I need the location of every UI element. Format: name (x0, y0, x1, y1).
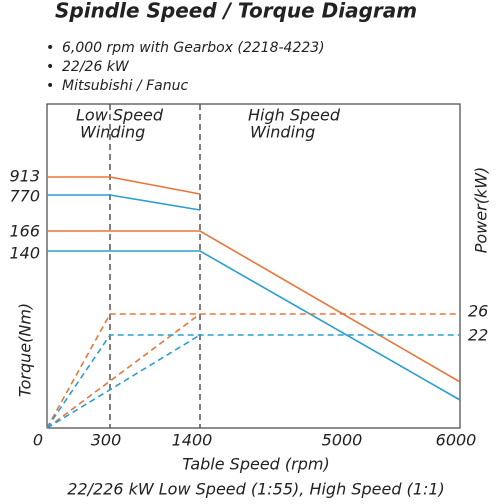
x-label: 0 (33, 431, 43, 450)
x-label: 5000 (322, 431, 363, 450)
left-label: 913 (9, 167, 40, 186)
bullet-dot: • (46, 40, 54, 56)
left-label: 770 (9, 187, 40, 206)
right-label: 26 (468, 302, 488, 321)
footer: 22/226 kW Low Speed (1:55), High Speed (… (67, 480, 445, 499)
torque-curve (47, 230, 461, 383)
power-curve (46, 313, 201, 429)
torque-curve (47, 194, 201, 211)
torque-curve (47, 250, 461, 401)
x-label: 1400 (172, 431, 213, 450)
left-label: 140 (9, 244, 40, 263)
bullet: 6,000 rpm with Gearbox (2218-4223) (62, 40, 325, 56)
power-curve (46, 334, 460, 429)
bullet-dot: • (46, 59, 54, 75)
power-curve (46, 334, 201, 429)
left-label: 166 (9, 222, 40, 241)
x-axis-title: Table Speed (rpm) (182, 455, 329, 474)
torque-curve (47, 176, 201, 195)
bullet: 22/26 kW (62, 59, 130, 75)
bullet-dot: • (46, 78, 54, 94)
region-label: Low Speed (76, 106, 164, 125)
right-label: 22 (468, 326, 488, 345)
power-curve (46, 313, 460, 429)
curves (46, 176, 461, 429)
region-label: Winding (250, 123, 315, 142)
region-label: High Speed (248, 106, 341, 125)
bullet: Mitsubishi / Fanuc (62, 78, 188, 94)
x-label: 6000 (436, 431, 477, 450)
left-axis-title: Torque(Nm) (16, 303, 35, 397)
plot-frame (46, 103, 461, 429)
right-axis-title: Power(kW) (472, 167, 491, 254)
region-label: Winding (80, 123, 145, 142)
x-label: 300 (91, 431, 122, 450)
bullets: • 6,000 rpm with Gearbox (2218-4223) • 2… (46, 40, 325, 94)
title: Spindle Speed / Torque Diagram (55, 0, 417, 23)
